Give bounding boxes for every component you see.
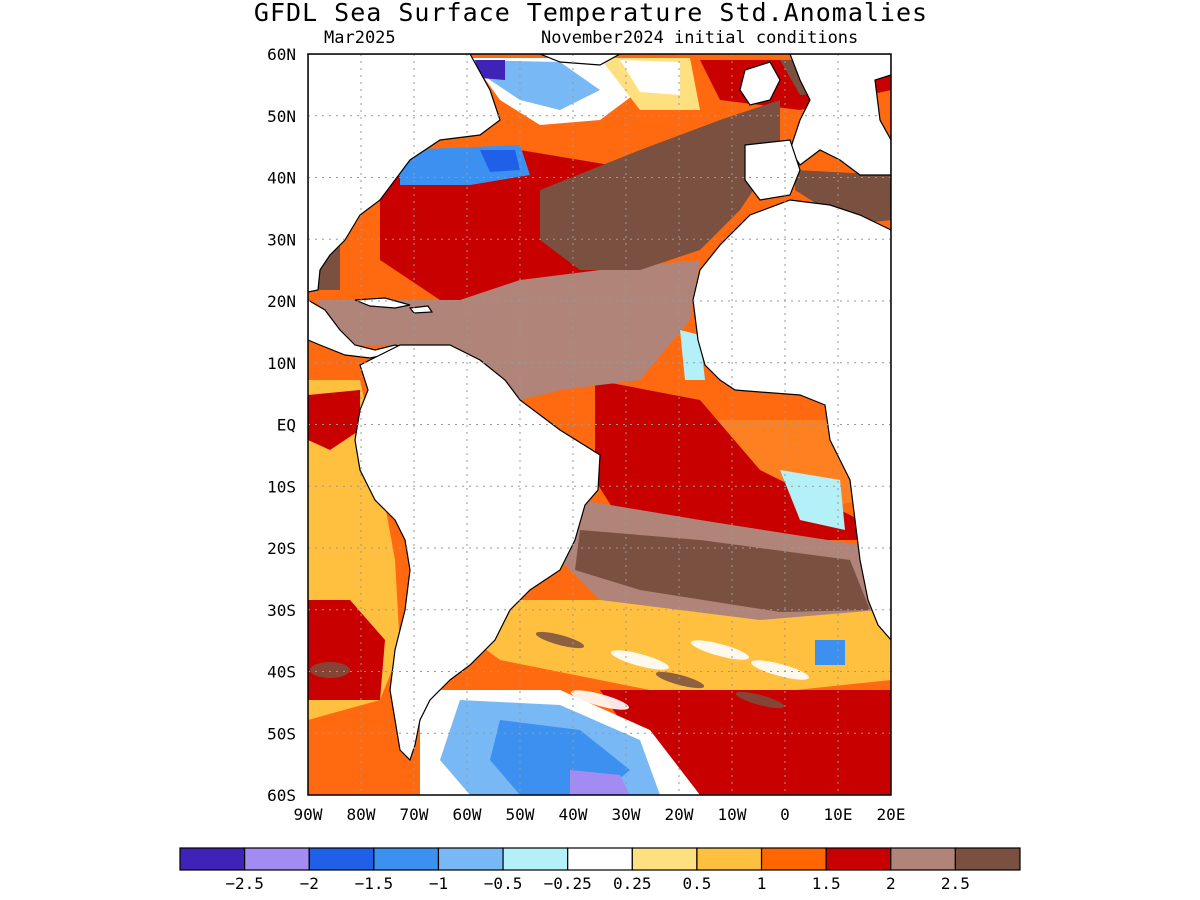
anomaly-region — [620, 60, 680, 95]
colorbar — [179, 847, 1021, 871]
colorbar-tick-label: −2.5 — [225, 874, 264, 893]
lon-label: 0 — [780, 805, 790, 824]
anomaly-streaks — [310, 631, 785, 709]
lat-label: EQ — [277, 416, 296, 435]
lat-label: 60S — [267, 786, 296, 805]
lat-label: 20N — [267, 292, 296, 311]
anomaly-region — [815, 640, 845, 665]
lat-label: 30S — [267, 601, 296, 620]
colorbar-swatch — [631, 847, 698, 871]
hispaniola-land — [408, 305, 434, 314]
north-america-land — [308, 54, 501, 293]
anomaly-region — [308, 390, 360, 450]
colorbar-tick-label: 0.5 — [682, 874, 711, 893]
graticule — [308, 54, 891, 795]
lat-label: 10N — [267, 354, 296, 373]
colorbar-labels: −2.5 −2 −1.5 −1 −0.5 −0.25 0.25 0.5 1 1.5 2 2.5 — [225, 874, 969, 893]
africa-land — [692, 199, 891, 641]
lat-label: 60N — [267, 45, 296, 64]
lon-label: 30W — [612, 805, 641, 824]
lat-label: 10S — [267, 477, 296, 496]
anomaly-region — [570, 770, 630, 795]
colorbar-swatch — [244, 847, 310, 871]
lat-label: 50S — [267, 724, 296, 743]
lon-label: 70W — [400, 805, 429, 824]
iberia-land — [744, 139, 801, 201]
lat-label: 20S — [267, 539, 296, 558]
map-frame — [307, 53, 892, 796]
longitude-labels: 90W 80W 70W 60W 50W 40W 30W 20W 10W 0 10E 20E — [294, 805, 906, 824]
anomaly-region — [575, 530, 870, 612]
lat-label: 50N — [267, 107, 296, 126]
colorbar-swatch — [502, 847, 569, 871]
colorbar-swatch — [825, 847, 892, 871]
anomaly-region — [475, 60, 505, 80]
colorbar-swatch — [890, 847, 956, 871]
colorbar-tick-label: 1 — [757, 874, 767, 893]
anomaly-streaks — [570, 640, 810, 710]
europe-land — [789, 54, 891, 176]
colorbar-swatch — [954, 847, 1021, 871]
cuba-land — [354, 297, 411, 309]
valid-month: Mar2025 — [324, 28, 396, 48]
anomaly-field — [308, 54, 891, 795]
lon-label: 10W — [718, 805, 747, 824]
lon-label: 40W — [559, 805, 588, 824]
anomaly-region — [780, 470, 845, 530]
colorbar-tick-label: −0.25 — [544, 874, 592, 893]
land — [308, 54, 891, 762]
colorbar-tick-label: −0.5 — [484, 874, 523, 893]
colorbar-swatch — [373, 847, 440, 871]
latitude-labels: 60N 50N 40N 30N 20N 10N EQ 10S 20S 30S 40S 50S 60S — [267, 45, 296, 805]
anomaly-region — [420, 600, 891, 700]
lon-label: 10E — [824, 805, 853, 824]
colorbar-swatch — [308, 847, 375, 871]
colorbar-swatch — [437, 847, 504, 871]
lon-label: 80W — [347, 805, 376, 824]
south-america-land — [354, 344, 601, 762]
colorbar-swatch — [696, 847, 763, 871]
lat-label: 30N — [267, 230, 296, 249]
british-isles-land — [739, 61, 781, 106]
colorbar-tick-label: 1.5 — [812, 874, 841, 893]
lon-label: 90W — [294, 805, 323, 824]
colorbar-swatch — [179, 847, 246, 871]
colorbar-tick-label: −1 — [429, 874, 448, 893]
lon-label: 60W — [453, 805, 482, 824]
colorbar-tick-label: 0.25 — [613, 874, 652, 893]
greenland-land — [539, 54, 621, 66]
anomaly-region — [318, 260, 700, 400]
map-title: GFDL Sea Surface Temperature Std.Anomali… — [253, 0, 929, 27]
colorbar-swatch — [567, 847, 633, 871]
lat-label: 40N — [267, 169, 296, 188]
lon-label: 50W — [506, 805, 535, 824]
anomaly-region — [480, 150, 520, 172]
anomaly-region — [540, 100, 780, 270]
colorbar-tick-label: 2 — [886, 874, 896, 893]
lon-label: 20W — [665, 805, 694, 824]
colorbar-tick-label: −2 — [300, 874, 319, 893]
colorbar-tick-label: −1.5 — [355, 874, 394, 893]
colorbar-swatch — [760, 847, 827, 871]
lat-label: 40S — [267, 663, 296, 682]
colorbar-tick-label: 2.5 — [941, 874, 970, 893]
initial-conditions: November2024 initial conditions — [541, 28, 859, 48]
anomaly-region — [795, 170, 891, 225]
lon-label: 20E — [877, 805, 906, 824]
